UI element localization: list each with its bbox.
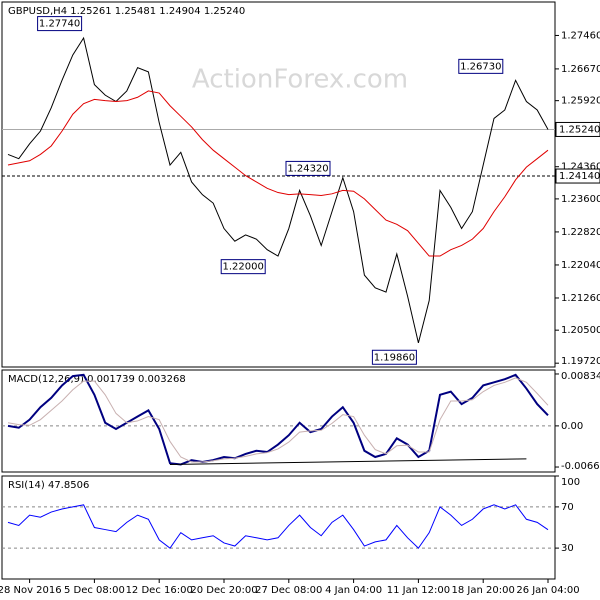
- panel-frame: [1, 369, 556, 473]
- y-tick-label: 1.22040: [561, 260, 600, 271]
- x-tick-label: 27 Dec 08:00: [255, 585, 322, 596]
- price-box: [555, 121, 600, 137]
- y-tick-label: 1.25920: [561, 96, 600, 107]
- panel-title: RSI(14) 47.8506: [8, 480, 89, 491]
- panel-frame: [1, 475, 556, 580]
- series-line: [7, 504, 549, 549]
- annotation-label: 1.27740: [39, 19, 80, 30]
- y-tick-label: 1.26670: [561, 64, 600, 75]
- y-tick-label: 0.008341: [561, 371, 600, 382]
- annotation-label: 1.19860: [374, 352, 415, 363]
- annotation-box: [458, 58, 504, 74]
- panel-title: MACD(12,26,9) 0.001739 0.003268: [8, 374, 186, 385]
- annotation-box: [37, 16, 83, 32]
- level-label: 1.24140: [559, 171, 600, 182]
- y-tick-label: 1.19720: [561, 356, 600, 367]
- annotation-box: [371, 349, 417, 365]
- panel-title: GBPUSD,H4 1.25261 1.25481 1.24904 1.2524…: [8, 6, 245, 17]
- y-tick-label: 30: [561, 543, 574, 554]
- series-line: [7, 36, 549, 343]
- series-line: [7, 373, 549, 466]
- x-tick-label: 28 Nov 2016: [0, 585, 62, 596]
- y-tick-label: 0.00: [561, 421, 583, 432]
- panel-frame: [1, 1, 556, 368]
- x-tick-label: 12 Dec 16:00: [126, 585, 193, 596]
- annotation-label: 1.24320: [287, 163, 328, 174]
- y-tick-label: 100: [561, 477, 580, 488]
- y-tick-label: 1.27460: [561, 30, 600, 41]
- x-tick-label: 26 Jan 04:00: [516, 585, 579, 596]
- y-tick-label: 1.23600: [561, 194, 600, 205]
- y-tick-label: -0.00661: [561, 461, 600, 472]
- y-tick-label: 70: [561, 502, 574, 513]
- trendline: [169, 458, 527, 465]
- series-line: [7, 377, 549, 463]
- level-box: [555, 168, 600, 184]
- price-label: 1.25240: [559, 124, 600, 135]
- y-tick-label: 1.22820: [561, 227, 600, 238]
- annotation-box: [220, 259, 266, 275]
- x-tick-label: 11 Jan 12:00: [387, 585, 450, 596]
- annotation-label: 1.26730: [460, 61, 501, 72]
- watermark: ActionForex.com: [192, 65, 408, 95]
- y-tick-label: 1.24360: [561, 162, 600, 173]
- annotation-label: 1.22000: [223, 262, 264, 273]
- x-tick-label: 20 Dec 20:00: [190, 585, 257, 596]
- y-tick-label: 1.21260: [561, 293, 600, 304]
- x-tick-label: 4 Jan 04:00: [325, 585, 382, 596]
- x-tick-label: 18 Jan 20:00: [452, 585, 515, 596]
- x-tick-label: 5 Dec 08:00: [64, 585, 125, 596]
- series-line: [7, 90, 549, 257]
- annotation-box: [285, 160, 331, 176]
- y-tick-label: 1.20500: [561, 325, 600, 336]
